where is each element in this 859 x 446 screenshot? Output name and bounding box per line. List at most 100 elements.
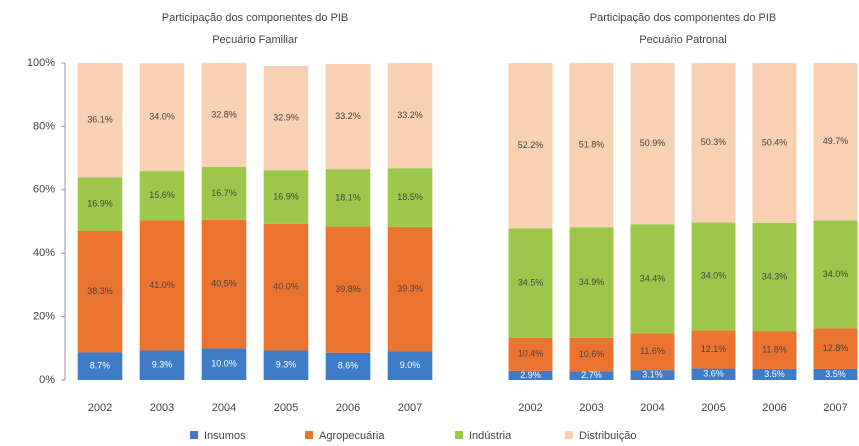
bar-segment <box>325 169 371 227</box>
value-label: 11.6% <box>640 346 665 356</box>
value-label: 34.4% <box>640 273 666 283</box>
y-tick-label: 20% <box>33 311 55 323</box>
value-label: 2.7% <box>581 370 602 380</box>
bar-segment <box>752 368 797 380</box>
value-label: 10.0% <box>211 359 237 369</box>
value-label: 3.6% <box>703 369 724 379</box>
x-tick-label: 2005 <box>701 402 725 414</box>
bar-segment <box>325 63 371 170</box>
bar-segment <box>569 371 614 380</box>
bar-segment <box>752 63 797 223</box>
legend-label: Agropecuária <box>319 430 385 442</box>
x-tick-label: 2003 <box>150 402 174 414</box>
value-label: 12.8% <box>823 343 849 353</box>
value-label: 10.4% <box>518 349 544 359</box>
bar-segment <box>752 222 797 332</box>
value-label: 50.4% <box>762 137 788 147</box>
bar-segment <box>77 352 123 380</box>
bar-segment <box>263 170 309 224</box>
bar-segment <box>263 223 309 351</box>
value-label: 16.9% <box>273 191 299 201</box>
x-tick-label: 2004 <box>640 402 664 414</box>
y-tick-label: 100% <box>27 57 55 69</box>
x-tick-label: 2005 <box>274 402 298 414</box>
value-label: 36.1% <box>87 115 113 125</box>
bar-segment <box>387 351 433 380</box>
value-label: 12.1% <box>701 344 727 354</box>
value-label: 33.2% <box>397 110 423 120</box>
value-label: 16.7% <box>211 188 237 198</box>
bar-segment <box>325 226 371 353</box>
bar-segment <box>325 352 371 380</box>
bar-segment <box>201 63 247 167</box>
bar-segment <box>691 330 736 369</box>
value-label: 40.5% <box>211 278 237 288</box>
bar-segment <box>630 333 675 371</box>
bar-segment <box>813 220 858 329</box>
bar-segment <box>569 227 614 338</box>
bar-segment <box>691 368 736 380</box>
value-label: 11.8% <box>762 345 787 355</box>
x-tick-label: 2007 <box>823 402 847 414</box>
x-tick-label: 2007 <box>398 402 422 414</box>
legend-label: Indústria <box>469 430 512 442</box>
value-label: 51.8% <box>579 139 605 149</box>
value-label: 34.0% <box>701 271 727 281</box>
bar-segment <box>201 166 247 220</box>
value-label: 41.0% <box>149 280 175 290</box>
value-label: 33.2% <box>335 111 361 121</box>
legend-label: Insumos <box>204 430 246 442</box>
bar-segment <box>77 231 123 353</box>
x-tick-label: 2003 <box>579 402 603 414</box>
value-label: 34.5% <box>518 278 544 288</box>
value-label: 9.0% <box>400 360 421 370</box>
value-label: 39.8% <box>335 284 361 294</box>
bar-segment <box>569 337 614 372</box>
legend-swatch <box>455 431 463 439</box>
value-label: 34.0% <box>149 112 175 122</box>
y-tick-label: 80% <box>33 120 55 132</box>
x-tick-label: 2006 <box>336 402 360 414</box>
bar-segment <box>691 63 736 223</box>
value-label: 9.3% <box>152 360 173 370</box>
value-label: 15.6% <box>149 190 175 200</box>
bar-segment <box>569 63 614 228</box>
value-label: 3.1% <box>642 369 663 379</box>
chart-subtitle: Pecuário Patronal <box>639 34 726 46</box>
bar-segment <box>508 370 553 380</box>
bar-segment <box>387 168 433 227</box>
x-tick-label: 2004 <box>212 402 236 414</box>
value-label: 18.1% <box>335 192 361 202</box>
value-label: 34.3% <box>762 272 788 282</box>
bar-segment <box>387 226 433 352</box>
bar-segment <box>691 222 736 331</box>
bar-segment <box>630 370 675 380</box>
x-tick-label: 2002 <box>518 402 542 414</box>
value-label: 2.9% <box>520 370 541 380</box>
bar-segment <box>813 368 858 380</box>
value-label: 8.6% <box>338 361 359 371</box>
bar-segment <box>752 331 797 369</box>
y-tick-label: 60% <box>33 184 55 196</box>
bar-segment <box>139 350 185 380</box>
bar-segment <box>387 63 433 169</box>
value-label: 9.3% <box>276 360 297 370</box>
legend-swatch <box>190 431 198 439</box>
bar-segment <box>201 348 247 380</box>
legend-label: Distribuição <box>579 430 636 442</box>
chart-subtitle: Pecuário Familiar <box>212 34 298 46</box>
value-label: 49.7% <box>823 136 849 146</box>
value-label: 50.9% <box>640 138 666 148</box>
x-tick-label: 2006 <box>762 402 786 414</box>
bar-segment <box>813 328 858 369</box>
value-label: 40.0% <box>273 281 299 291</box>
bar-segment <box>139 171 185 221</box>
value-label: 52.2% <box>518 140 544 150</box>
bar-segment <box>630 224 675 334</box>
value-label: 3.5% <box>825 369 846 379</box>
legend-swatch <box>565 431 573 439</box>
chart-title: Participação dos componentes do PIB <box>162 12 349 24</box>
bar-segment <box>263 65 309 171</box>
bar-segment <box>813 63 858 221</box>
